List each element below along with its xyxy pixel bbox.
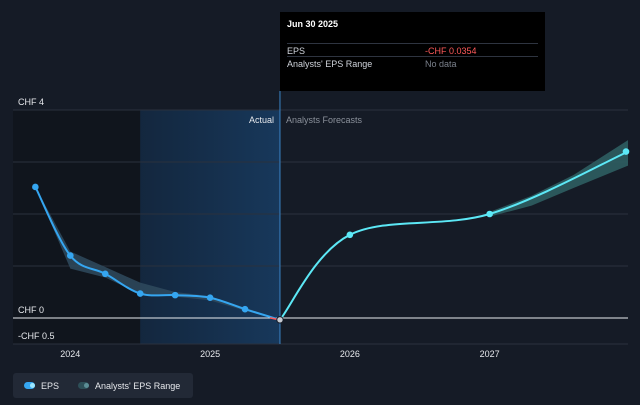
eps-data-point — [206, 294, 214, 302]
tooltip-row-eps: EPS -CHF 0.0354 — [287, 43, 538, 57]
legend-eps-label: EPS — [41, 380, 60, 391]
tooltip-row-range: Analysts' EPS Range No data — [287, 56, 538, 70]
x-tick-label: 2026 — [340, 349, 360, 359]
actual-label: Actual — [249, 115, 274, 125]
range-legend-swatch-icon — [78, 382, 89, 389]
x-tick-label: 2027 — [480, 349, 500, 359]
eps-range-band — [35, 186, 280, 321]
forecast-label: Analysts Forecasts — [286, 115, 363, 125]
eps-data-point — [101, 270, 109, 278]
eps-data-point — [67, 252, 74, 259]
eps-data-point — [136, 290, 144, 297]
forecast-data-point — [622, 148, 630, 155]
x-tick-label: 2024 — [60, 349, 80, 359]
legend-range-label: Analysts' EPS Range — [95, 380, 181, 391]
legend-item-eps[interactable]: EPS — [13, 373, 73, 398]
tooltip: Jun 30 2025 EPS -CHF 0.0354 Analysts' EP… — [280, 12, 545, 91]
selected-data-point — [276, 316, 284, 324]
tooltip-range-label: Analysts' EPS Range — [287, 59, 373, 69]
eps-line-forecast — [279, 150, 629, 321]
forecast-data-point — [486, 210, 493, 218]
tooltip-range-value: No data — [425, 59, 457, 69]
y-tick-label: -CHF 0.5 — [18, 331, 55, 341]
eps-data-point — [32, 183, 39, 191]
eps-data-point — [241, 305, 249, 313]
tooltip-eps-value: -CHF 0.0354 — [425, 46, 477, 56]
tooltip-eps-label: EPS — [287, 46, 306, 56]
tooltip-date: Jun 30 2025 — [287, 19, 339, 29]
forecast-data-point — [346, 231, 354, 239]
y-tick-label: CHF 0 — [18, 305, 44, 315]
eps-range-band — [489, 140, 628, 217]
x-tick-label: 2025 — [200, 349, 220, 359]
y-tick-label: CHF 4 — [18, 97, 44, 107]
highlight-region — [140, 110, 280, 344]
eps-legend-swatch-icon — [24, 382, 35, 389]
legend-item-eps-range[interactable]: Analysts' EPS Range — [67, 373, 194, 398]
eps-data-point — [171, 291, 179, 299]
